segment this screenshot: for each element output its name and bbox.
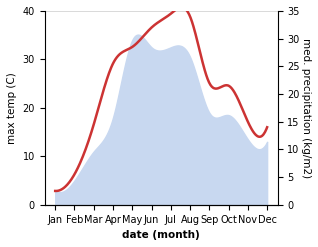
Y-axis label: max temp (C): max temp (C) [7,72,17,144]
Y-axis label: med. precipitation (kg/m2): med. precipitation (kg/m2) [301,38,311,178]
X-axis label: date (month): date (month) [122,230,200,240]
